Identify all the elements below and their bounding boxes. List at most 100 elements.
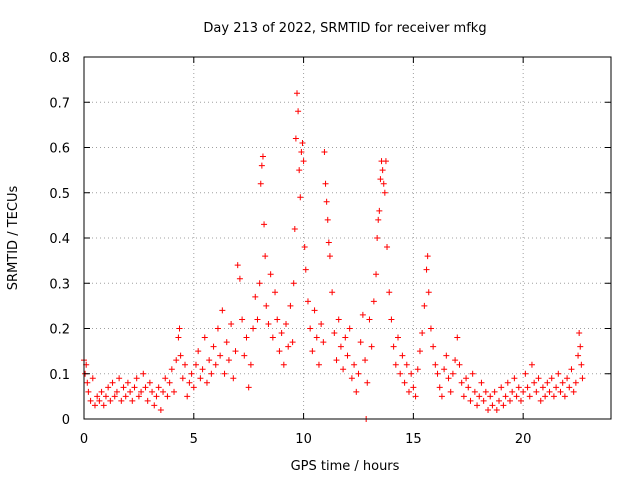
- data-point: [291, 225, 298, 232]
- data-point: [476, 393, 483, 400]
- data-point: [206, 357, 213, 364]
- data-point: [517, 397, 524, 404]
- data-point: [441, 366, 448, 373]
- data-point: [259, 153, 266, 160]
- data-point: [124, 379, 131, 386]
- data-point: [335, 316, 342, 323]
- data-point: [144, 397, 151, 404]
- data-point: [173, 357, 180, 364]
- data-point: [513, 393, 520, 400]
- data-point: [265, 320, 272, 327]
- data-point: [325, 239, 332, 246]
- data-point: [269, 334, 276, 341]
- data-point: [322, 180, 329, 187]
- data-point: [239, 316, 246, 323]
- data-point: [500, 402, 507, 409]
- data-point: [297, 194, 304, 201]
- data-point: [443, 352, 450, 359]
- data-point: [176, 325, 183, 332]
- data-point: [364, 379, 371, 386]
- data-point: [315, 361, 322, 368]
- data-point: [201, 334, 208, 341]
- y-tick-label: 0.1: [49, 368, 70, 383]
- data-point: [388, 316, 395, 323]
- data-point: [278, 330, 285, 337]
- y-tick-label: 0.6: [49, 142, 70, 157]
- data-point: [102, 393, 109, 400]
- data-point: [370, 298, 377, 305]
- data-point: [186, 379, 193, 386]
- data-point: [283, 320, 290, 327]
- data-point: [480, 397, 487, 404]
- data-point: [467, 397, 474, 404]
- data-point: [348, 375, 355, 382]
- data-point: [578, 361, 585, 368]
- data-point: [118, 397, 125, 404]
- data-point: [438, 393, 445, 400]
- data-point: [243, 334, 250, 341]
- data-point: [302, 266, 309, 273]
- data-point: [340, 366, 347, 373]
- data-point: [577, 343, 584, 350]
- data-point: [295, 108, 302, 115]
- data-point: [555, 370, 562, 377]
- data-point: [522, 370, 529, 377]
- data-point: [575, 352, 582, 359]
- data-point: [219, 307, 226, 314]
- data-point: [460, 393, 467, 400]
- data-point: [318, 320, 325, 327]
- data-point: [496, 397, 503, 404]
- data-point: [230, 375, 237, 382]
- data-point: [351, 361, 358, 368]
- data-point: [120, 384, 127, 391]
- data-point: [331, 330, 338, 337]
- data-point: [382, 158, 389, 165]
- data-point: [520, 388, 527, 395]
- data-point: [298, 149, 305, 156]
- data-point: [129, 397, 136, 404]
- data-point: [190, 384, 197, 391]
- data-point: [561, 393, 568, 400]
- data-point: [247, 361, 254, 368]
- data-point: [321, 149, 328, 156]
- data-point: [449, 370, 456, 377]
- data-point: [94, 393, 101, 400]
- data-point: [570, 388, 577, 395]
- data-point: [179, 375, 186, 382]
- data-point: [151, 402, 158, 409]
- data-point: [285, 343, 292, 350]
- data-point: [533, 388, 540, 395]
- data-point: [408, 370, 415, 377]
- data-series-srmtid: [81, 90, 586, 422]
- data-point: [542, 393, 549, 400]
- data-point: [105, 384, 112, 391]
- data-point: [149, 388, 156, 395]
- data-point: [188, 370, 195, 377]
- data-point: [258, 162, 265, 169]
- data-point: [166, 379, 173, 386]
- data-point: [91, 402, 98, 409]
- data-point: [116, 375, 123, 382]
- data-point: [157, 406, 164, 413]
- data-point: [445, 375, 452, 382]
- data-point: [379, 167, 386, 174]
- data-point: [568, 366, 575, 373]
- data-point: [296, 167, 303, 174]
- data-point: [342, 334, 349, 341]
- data-point: [140, 370, 147, 377]
- data-point: [559, 379, 566, 386]
- data-point: [135, 393, 142, 400]
- data-point: [419, 330, 426, 337]
- data-point: [395, 334, 402, 341]
- data-point: [458, 379, 465, 386]
- x-tick-label: 5: [190, 432, 198, 447]
- data-point: [177, 352, 184, 359]
- data-point: [127, 388, 134, 395]
- data-point: [410, 384, 417, 391]
- data-point: [463, 375, 470, 382]
- data-point: [292, 135, 299, 142]
- data-point: [384, 244, 391, 251]
- data-point: [399, 352, 406, 359]
- data-point: [192, 361, 199, 368]
